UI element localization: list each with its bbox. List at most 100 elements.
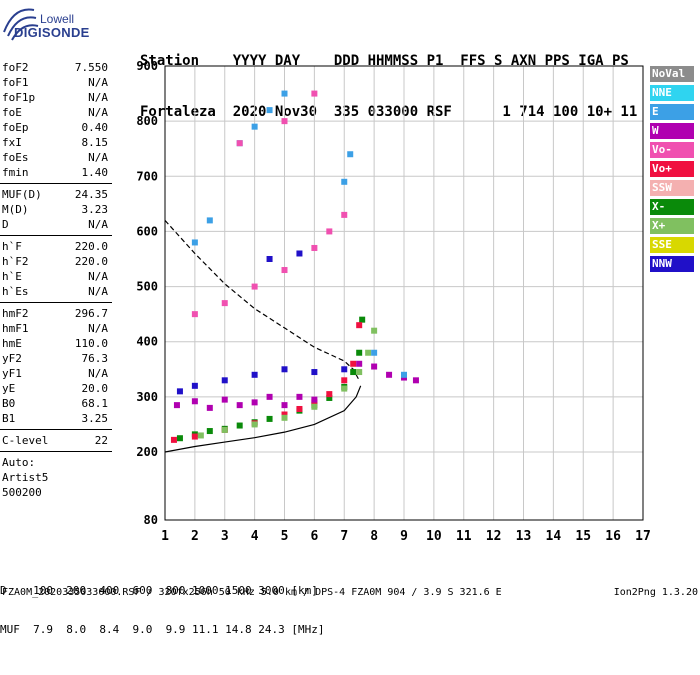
param-separator bbox=[0, 451, 112, 452]
param-value: N/A bbox=[88, 151, 108, 164]
param-value: N/A bbox=[88, 367, 108, 380]
param-label: yF2 bbox=[2, 352, 22, 365]
data-point-e bbox=[281, 90, 288, 97]
param-label: MUF(D) bbox=[2, 188, 42, 201]
param-value: 68.1 bbox=[81, 397, 109, 410]
param-row: h`E N/A bbox=[0, 269, 112, 284]
param-label: hmF2 bbox=[2, 307, 29, 320]
param-row: yF1 N/A bbox=[0, 366, 112, 381]
param-label: h`F2 bbox=[2, 255, 29, 268]
param-row: h`F 220.0 bbox=[0, 239, 112, 254]
digisonde-logo: Lowell DIGISONDE bbox=[0, 2, 110, 52]
param-row: C-level 22 bbox=[0, 433, 112, 448]
x-tick-label: 3 bbox=[221, 529, 229, 544]
data-point-x- bbox=[206, 428, 213, 435]
plot-frame bbox=[164, 65, 644, 521]
param-value: N/A bbox=[88, 76, 108, 89]
data-point-e bbox=[371, 349, 378, 356]
y-tick-label: 700 bbox=[136, 169, 158, 183]
param-value: N/A bbox=[88, 285, 108, 298]
data-point-x- bbox=[326, 394, 333, 401]
param-row: foEp 0.40 bbox=[0, 120, 112, 135]
param-value: N/A bbox=[88, 91, 108, 104]
param-value: N/A bbox=[88, 218, 108, 231]
data-point-w bbox=[281, 402, 288, 409]
param-label: B0 bbox=[2, 397, 16, 410]
param-value: 8.15 bbox=[81, 136, 109, 149]
x-tick-label: 11 bbox=[456, 529, 472, 544]
param-label: h`Es bbox=[2, 285, 29, 298]
data-point-e bbox=[191, 239, 198, 246]
legend-item-nnw: NNW bbox=[650, 256, 694, 272]
legend-item-sse: SSE bbox=[650, 237, 694, 253]
param-value: 1.40 bbox=[81, 166, 109, 179]
data-point-x- bbox=[341, 385, 348, 392]
param-label: foE bbox=[2, 106, 22, 119]
data-point-x- bbox=[176, 435, 183, 442]
param-row: foF2 7.550 bbox=[0, 60, 112, 75]
data-point-x- bbox=[251, 421, 258, 428]
x-tick-label: 1 bbox=[161, 529, 169, 544]
legend-item-x-: X+ bbox=[650, 218, 694, 234]
param-row: B0 68.1 bbox=[0, 396, 112, 411]
legend-item-x-: X- bbox=[650, 199, 694, 215]
data-point-nnw bbox=[296, 250, 303, 257]
param-row: foE N/A bbox=[0, 105, 112, 120]
param-label: h`F bbox=[2, 240, 22, 253]
param-row: MUF(D) 24.35 bbox=[0, 187, 112, 202]
x-tick-label: 16 bbox=[605, 529, 621, 544]
param-label: foF1 bbox=[2, 76, 29, 89]
data-point-vo- bbox=[281, 411, 288, 418]
legend-item-vo-: Vo- bbox=[650, 142, 694, 158]
param-row: fmin 1.40 bbox=[0, 165, 112, 180]
data-point-w bbox=[356, 360, 363, 367]
data-point-w bbox=[251, 399, 258, 406]
y-tick-label: 80 bbox=[144, 513, 158, 527]
data-point-w bbox=[296, 393, 303, 400]
header-labels: Station YYYY DAY DDD HHMMSS P1 FFS S AXN… bbox=[140, 53, 629, 69]
data-point-vo- bbox=[281, 267, 288, 274]
param-value: 24.35 bbox=[74, 188, 108, 201]
param-label: C-level bbox=[2, 434, 49, 447]
file-info: FZA0M_2020335033000.RSF / 320fx256h 50 k… bbox=[2, 587, 502, 598]
data-point-e bbox=[401, 371, 407, 378]
param-label: foF1p bbox=[2, 91, 36, 104]
y-tick-label: 600 bbox=[136, 224, 158, 238]
param-value: N/A bbox=[88, 106, 108, 119]
param-value: 22 bbox=[94, 434, 108, 447]
x-tick-label: 2 bbox=[191, 529, 199, 544]
param-row: foF1 N/A bbox=[0, 75, 112, 90]
data-point-nnw bbox=[266, 256, 273, 262]
footer: D 100 200 400 600 800 1000 1500 3000 [km… bbox=[0, 558, 700, 675]
legend-item-vo-: Vo+ bbox=[650, 161, 694, 177]
x-tick-label: 4 bbox=[251, 529, 259, 544]
y-tick-label: 200 bbox=[136, 445, 158, 459]
param-label: yE bbox=[2, 382, 16, 395]
data-point-e bbox=[251, 123, 258, 130]
x-tick-label: 9 bbox=[400, 529, 408, 544]
x-tick-label: 8 bbox=[370, 529, 378, 544]
data-point-nnw bbox=[251, 371, 258, 378]
data-point-e bbox=[347, 151, 354, 158]
data-point-nnw bbox=[221, 377, 228, 384]
parameter-panel: foF2 7.550 foF1 N/A foF1p N/A foE N/A foEp 0.40 fx… bbox=[0, 60, 112, 500]
param-row: hmF2 296.7 bbox=[0, 306, 112, 321]
muf-row: MUF 7.9 8.0 8.4 9.0 9.9 11.1 14.8 24.3 [… bbox=[0, 623, 325, 636]
y-tick-label: 400 bbox=[136, 335, 158, 349]
legend: NoVal NNE E W Vo- Vo+ SSW X- X+ SSE NNW bbox=[650, 66, 694, 275]
legend-item-nne: NNE bbox=[650, 85, 694, 101]
ionogram-chart: 1 2 3 4 5 6 7 8 9 10 11 12 13 14 15 16 17802003004005006… bbox=[136, 59, 651, 544]
data-point-vo- bbox=[191, 433, 198, 440]
x-tick-label: 12 bbox=[486, 529, 502, 544]
y-tick-label: 900 bbox=[136, 59, 158, 73]
data-point-vo- bbox=[326, 228, 333, 235]
data-point-x- bbox=[236, 422, 243, 429]
data-point-w bbox=[386, 371, 393, 378]
data-point-x- bbox=[356, 349, 363, 356]
data-point-nnw bbox=[311, 369, 318, 376]
data-point-vo- bbox=[341, 211, 348, 218]
data-point-e bbox=[341, 178, 348, 185]
legend-item-e: E bbox=[650, 104, 694, 120]
dashed-curve bbox=[164, 219, 360, 381]
param-separator bbox=[0, 302, 112, 303]
